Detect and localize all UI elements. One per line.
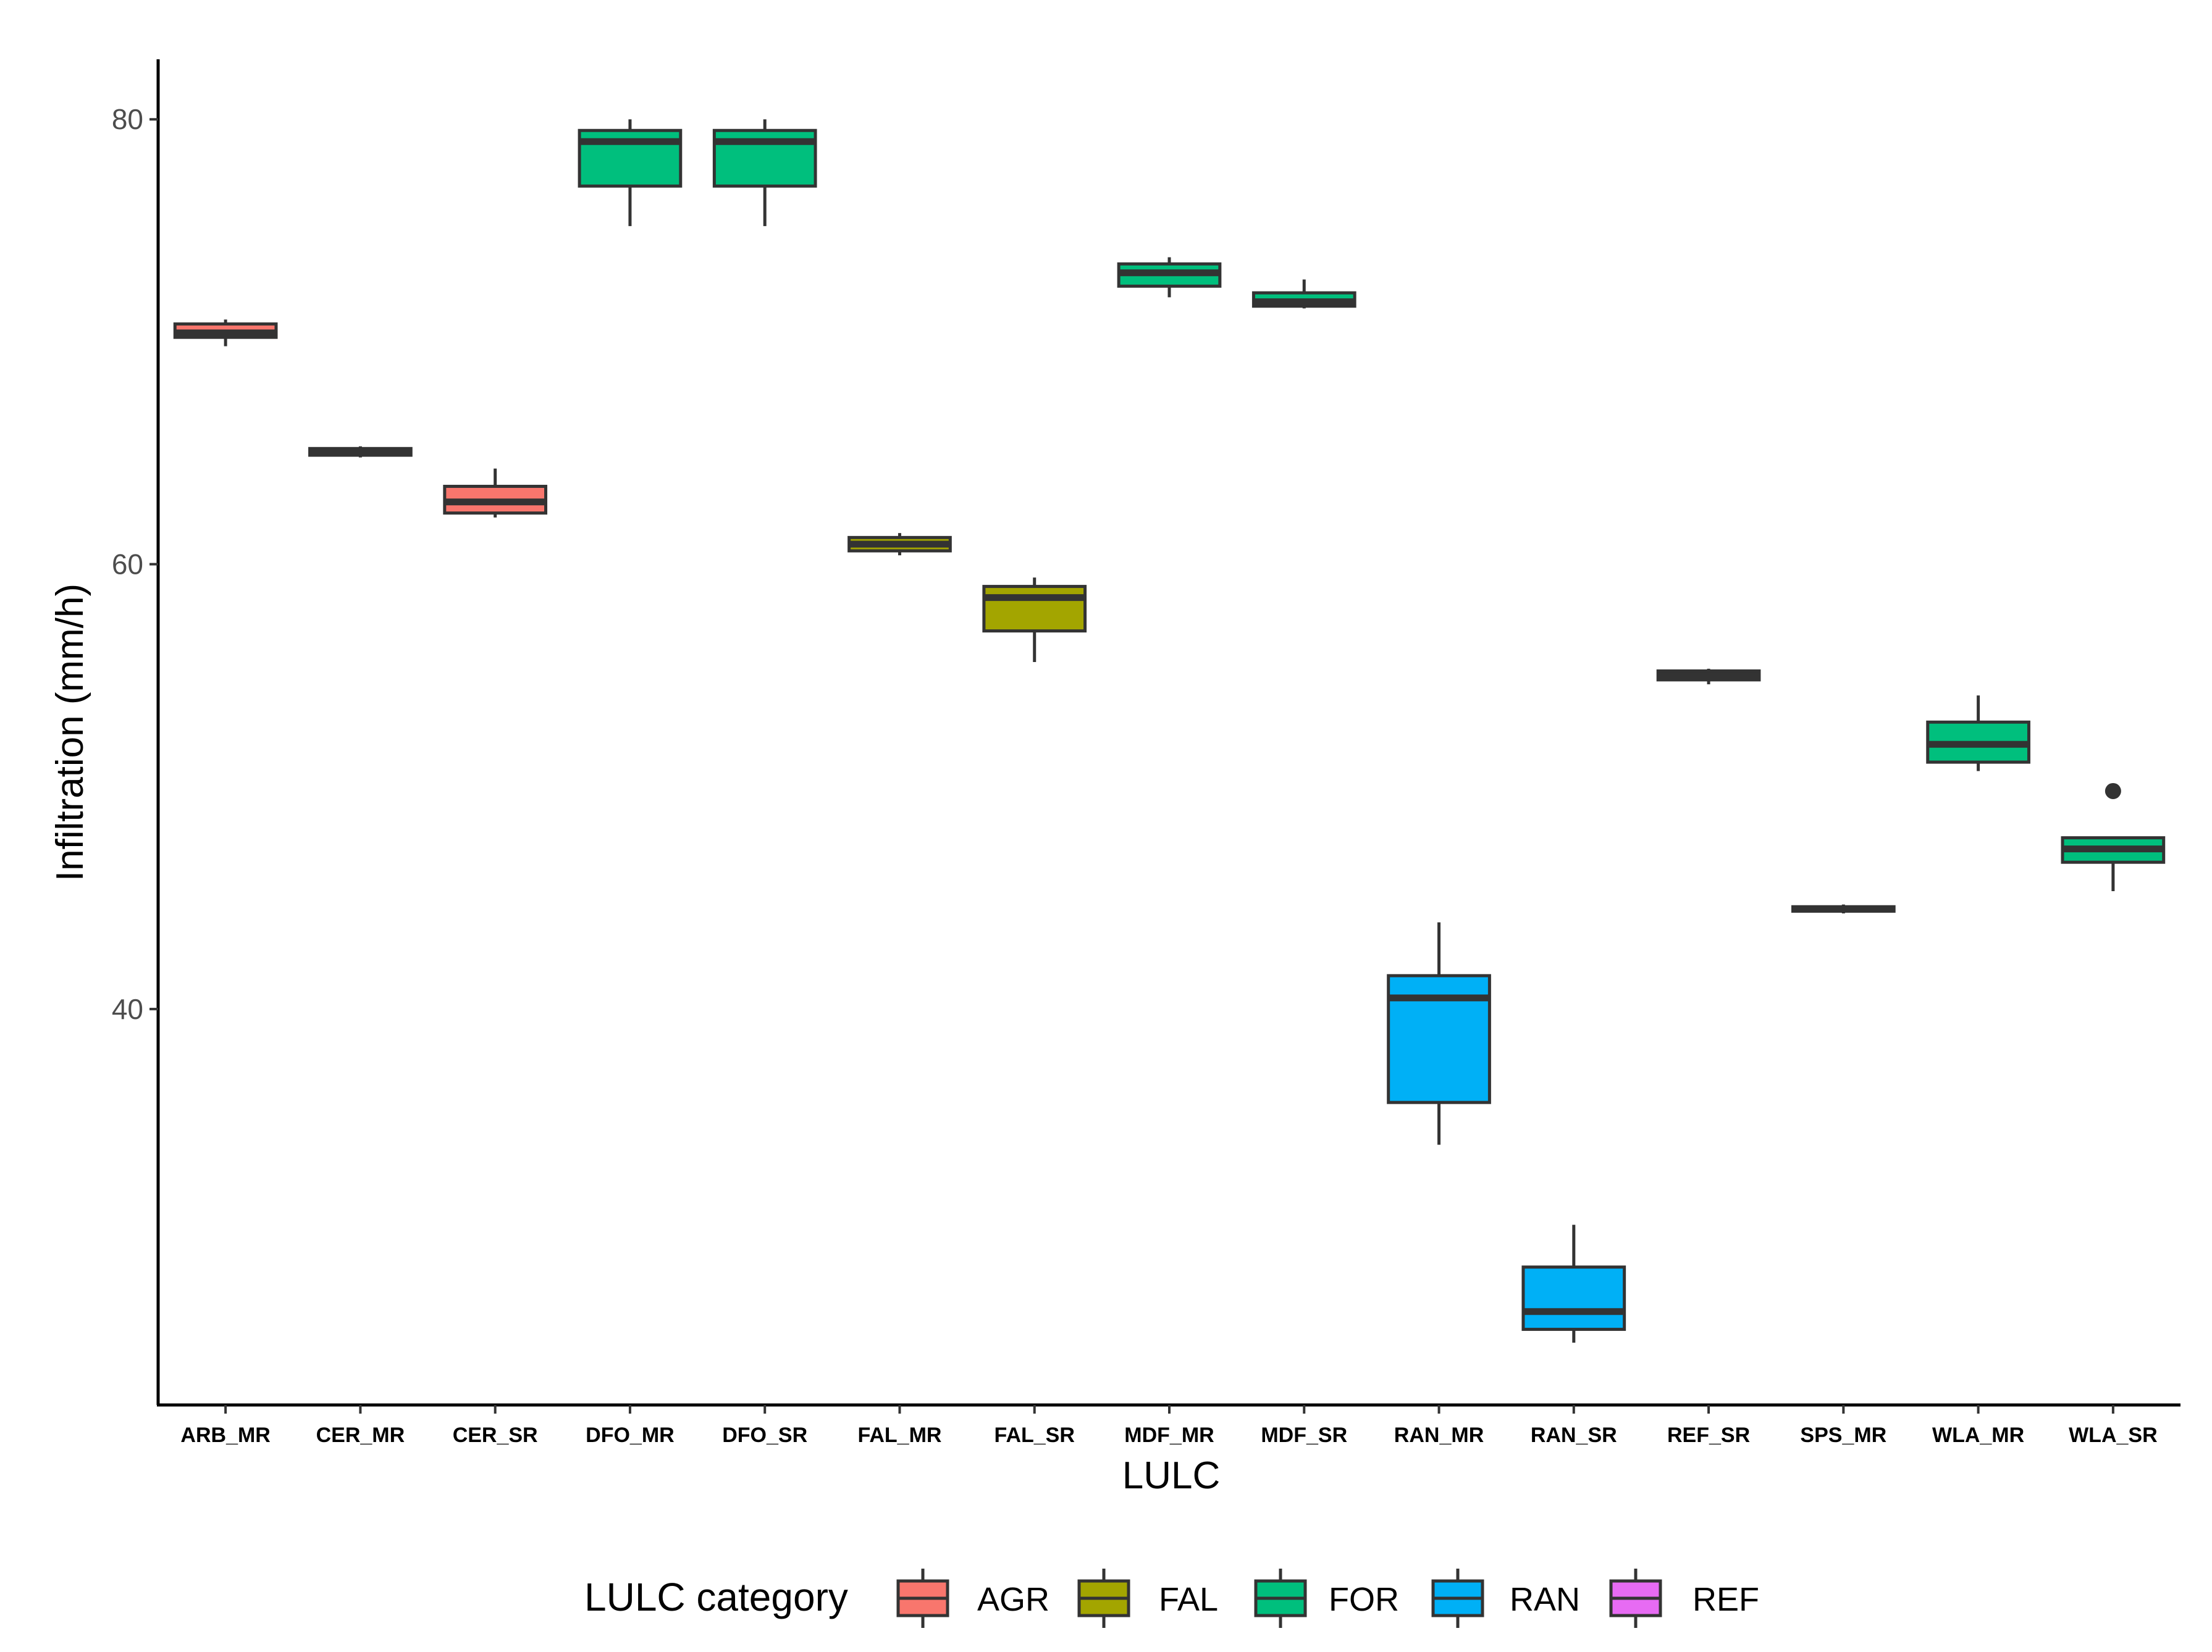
legend-key-ran [1431, 1569, 1484, 1628]
legend-key-fal [1077, 1569, 1130, 1628]
box-FAL_MR [847, 533, 952, 556]
x-tick-label: ARB_MR [180, 1423, 270, 1447]
box-CER_SR [443, 468, 548, 518]
x-tick-label: MDF_MR [1124, 1423, 1214, 1447]
x-tick-label: DFO_SR [722, 1423, 807, 1447]
x-tick-label: RAN_MR [1394, 1423, 1484, 1447]
box-iqr [982, 585, 1087, 633]
legend-label-ref: REF [1693, 1581, 1759, 1618]
x-tick-label: SPS_MR [1800, 1423, 1886, 1447]
x-tick-label: CER_MR [316, 1423, 405, 1447]
x-tick-label: WLA_MR [1932, 1423, 2024, 1447]
x-tick-label: RAN_SR [1531, 1423, 1617, 1447]
legend-label-agr: AGR [977, 1581, 1049, 1618]
x-tick-label: FAL_MR [857, 1423, 941, 1447]
axes: 40 60 80 ARB_MR CER_MR CER_SR DFO_MR DFO_SR FAL_… [112, 59, 2180, 1447]
x-tick-label: FAL_SR [995, 1423, 1075, 1447]
x-tick-label: REF_SR [1667, 1423, 1750, 1447]
box-FAL_SR [982, 577, 1087, 663]
legend-label-fal: FAL [1159, 1581, 1218, 1618]
box-MDF_MR [1117, 257, 1222, 298]
legend-key-agr [896, 1569, 949, 1628]
legend-title: LULC category [584, 1575, 848, 1619]
x-tick-label: MDF_SR [1261, 1423, 1347, 1447]
legend-key-for [1254, 1569, 1307, 1628]
box-ARB_MR [173, 319, 278, 346]
box-SPS_MR [1791, 904, 1896, 914]
y-axis-title: Infiltration (mm/h) [49, 584, 91, 881]
x-tick-label: WLA_SR [2069, 1423, 2158, 1447]
x-tick-label: DFO_MR [586, 1423, 675, 1447]
box-iqr [1521, 1265, 1626, 1331]
x-tick-label: CER_SR [453, 1423, 538, 1447]
box-DFO_MR [578, 119, 683, 227]
legend-key-ref [1609, 1569, 1662, 1628]
box-DFO_SR [712, 119, 817, 227]
box-MDF_SR [1251, 279, 1356, 309]
box-RAN_SR [1521, 1225, 1626, 1343]
outlier-point [2105, 782, 2121, 799]
plot-area [173, 119, 2166, 1343]
legend: LULC category AGR FAL FOR RAN REF [584, 1569, 1759, 1628]
x-axis-title: LULC [1122, 1454, 1221, 1497]
box-WLA_MR [1926, 695, 2030, 771]
box-WLA_SR [2061, 782, 2166, 892]
legend-label-for: FOR [1329, 1581, 1399, 1618]
legend-label-ran: RAN [1510, 1581, 1580, 1618]
box-RAN_MR [1387, 922, 1491, 1145]
y-tick-label: 40 [112, 993, 143, 1025]
box-CER_MR [308, 446, 413, 458]
y-tick-label: 60 [112, 548, 143, 581]
box-REF_SR [1656, 668, 1761, 685]
y-tick-label: 80 [112, 103, 143, 135]
